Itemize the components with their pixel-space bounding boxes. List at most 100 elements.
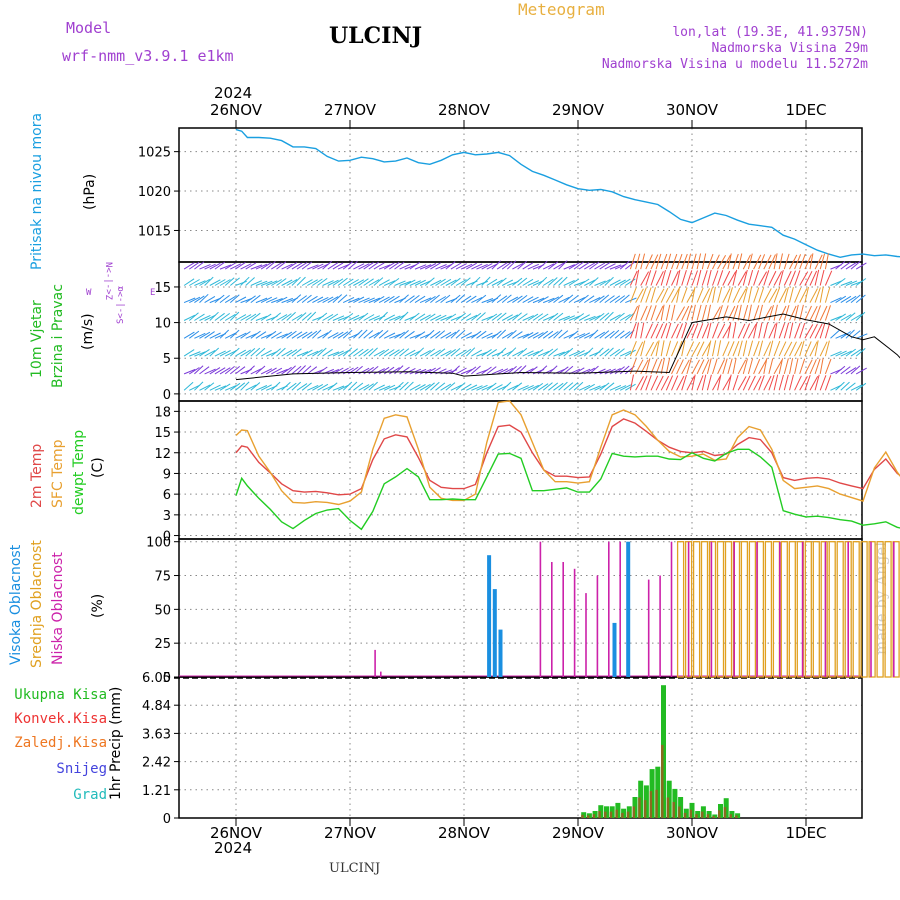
mid-cloud-bar	[820, 541, 828, 678]
wind-arrow	[532, 349, 544, 357]
wind-arrow	[650, 375, 659, 391]
conv-precip-bar	[655, 789, 658, 818]
conv-precip-bar	[678, 806, 681, 818]
wind-arrow	[594, 331, 606, 339]
wind-arrow	[450, 384, 462, 391]
wind-arrow	[219, 294, 230, 304]
wind-arrow	[629, 341, 637, 357]
wind-arrow	[537, 350, 550, 357]
wind-arrow	[850, 384, 863, 391]
wind-arrow	[753, 305, 760, 321]
wind-arrow	[747, 269, 754, 286]
wind-arrow	[419, 383, 431, 391]
wind-arrow	[727, 374, 732, 391]
wind-arrow	[732, 374, 739, 391]
wind-arrow	[204, 349, 216, 357]
wind-arrow	[856, 333, 868, 339]
wind-arrow	[527, 332, 539, 339]
wind-arrow	[578, 294, 589, 303]
wind-arrow	[424, 313, 436, 321]
wind-arrow	[383, 332, 396, 339]
low-cloud-bar	[647, 579, 650, 677]
wind-arrow	[671, 359, 679, 375]
wind-arrow	[394, 261, 405, 270]
y-tick-label: 0	[163, 388, 171, 403]
wind-arrow	[414, 331, 426, 339]
wind-arrow	[235, 332, 247, 339]
wind-arrow	[814, 340, 819, 357]
wind-arrow	[389, 349, 400, 357]
wind-arrow	[660, 253, 668, 270]
wind-arrow	[758, 287, 765, 303]
wind-arrow	[214, 350, 226, 357]
wind-arrow	[219, 383, 231, 391]
wind-arrow	[281, 366, 292, 375]
mid-cloud-bar	[884, 541, 892, 678]
wind-arrow	[778, 374, 784, 391]
wind-arrow	[814, 254, 823, 270]
wind-arrow	[701, 374, 707, 391]
wind-arrow	[563, 333, 575, 339]
wind-arrow	[855, 262, 867, 270]
wind-arrow	[819, 286, 824, 303]
wind-arrow	[553, 382, 564, 391]
wind-arrow	[747, 286, 753, 303]
conv-precip-bar	[621, 812, 624, 818]
wind-arrow	[517, 260, 528, 270]
wind-arrow	[635, 322, 639, 339]
high-cloud-bar	[487, 555, 492, 677]
wind-arrow	[460, 263, 473, 270]
wind-arrow	[665, 288, 675, 303]
low-cloud-bar	[619, 541, 621, 677]
wind-arrow	[681, 374, 687, 391]
conv-precip-bar	[718, 810, 721, 818]
wind-arrow	[783, 358, 789, 375]
wind-arrow	[789, 286, 794, 303]
wind-arrow	[640, 305, 648, 321]
wind-arrow	[353, 279, 365, 286]
wind-arrow	[358, 263, 370, 270]
wind-arrow	[594, 384, 606, 391]
wind-arrow	[619, 365, 630, 375]
top-year: 2024	[214, 84, 253, 102]
low-cloud-bar	[710, 541, 713, 677]
wind-arrow	[732, 341, 740, 357]
wind-arrow	[614, 366, 625, 375]
wind-arrow	[701, 304, 707, 321]
wind-arrow	[650, 305, 657, 321]
wind-arrow	[732, 322, 737, 339]
wind-arrow	[224, 350, 237, 357]
wind-arrow	[537, 276, 548, 286]
wind-arrow	[773, 271, 783, 286]
wind-arrow	[450, 262, 462, 270]
wind-arrow	[665, 340, 672, 357]
wind-arrow	[691, 374, 696, 391]
wind-arrow	[286, 365, 296, 375]
wind-arrow	[440, 278, 452, 286]
wind-arrow	[548, 312, 559, 321]
wind-arrow	[737, 376, 747, 391]
wind-arrow	[229, 366, 241, 375]
wind-arrow	[604, 276, 614, 286]
wind-arrow	[676, 375, 685, 391]
wind-arrow	[322, 280, 334, 286]
x-tick-label-bottom: 1DEC	[785, 824, 826, 842]
wind-arrow	[819, 375, 827, 391]
wind-arrow	[809, 341, 818, 357]
wind-arrow	[665, 270, 672, 286]
wind-arrow	[440, 383, 452, 391]
temp-2m-line	[235, 418, 900, 496]
x-tick-label-top: 29NOV	[552, 101, 605, 119]
wind-arrow	[809, 305, 818, 321]
wind-arrow	[424, 277, 435, 286]
wind-arrow	[584, 262, 595, 270]
wind-arrow	[824, 358, 832, 375]
wind-arrow	[445, 279, 457, 286]
wind-arrow	[532, 297, 545, 304]
wind-arrow	[337, 331, 349, 339]
wind-arrow	[691, 359, 700, 375]
wind-arrow	[573, 313, 585, 321]
wind-arrow	[255, 315, 268, 321]
wind-arrow	[824, 375, 832, 391]
wind-arrow	[276, 278, 287, 286]
